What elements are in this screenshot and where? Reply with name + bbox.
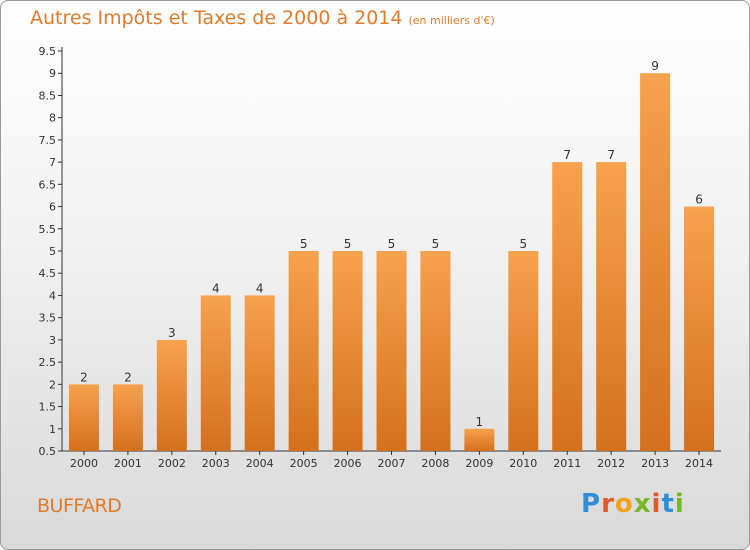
bar-2002	[156, 339, 187, 451]
y-tick-label: 8.5	[39, 89, 57, 102]
bar-2005	[288, 251, 319, 451]
bar-2007	[376, 251, 407, 451]
data-label-2009: 1	[476, 415, 484, 429]
bar-2000	[68, 384, 99, 451]
data-label-2010: 5	[519, 237, 527, 251]
x-tick-label: 2006	[334, 457, 362, 470]
bar-2009	[464, 428, 495, 451]
data-label-2013: 9	[651, 59, 659, 73]
bar-2004	[244, 295, 275, 451]
y-tick-label: 8	[49, 112, 56, 125]
bar-2013	[640, 73, 671, 451]
proxiti-logo: Proxiti	[581, 489, 685, 519]
y-tick-label: 7	[49, 156, 56, 169]
x-tick-label: 2009	[465, 457, 493, 470]
x-tick-label: 2010	[509, 457, 537, 470]
data-label-2011: 7	[563, 148, 571, 162]
bar-2001	[112, 384, 143, 451]
place-name: BUFFARD	[37, 495, 122, 517]
y-tick-label: 6.5	[39, 178, 57, 191]
y-tick-label: 5	[49, 245, 56, 258]
data-label-2003: 4	[212, 281, 220, 295]
data-label-2005: 5	[300, 237, 308, 251]
y-tick-label: 2.5	[39, 356, 57, 369]
x-tick-label: 2004	[246, 457, 274, 470]
x-tick-label: 2002	[158, 457, 186, 470]
y-tick-label: 4	[49, 289, 56, 302]
bar-2011	[552, 162, 583, 451]
bar-2006	[332, 251, 363, 451]
y-tick-label: 1	[49, 423, 56, 436]
y-tick-label: 2	[49, 378, 56, 391]
chart-title: Autres Impôts et Taxes de 2000 à 2014 (en…	[30, 7, 495, 29]
bar-2003	[200, 295, 231, 451]
x-tick-label: 2013	[641, 457, 669, 470]
x-tick-label: 2003	[202, 457, 230, 470]
x-tick-label: 2008	[421, 457, 449, 470]
chart-unit: (en milliers d'€)	[408, 14, 495, 27]
data-label-2012: 7	[607, 148, 615, 162]
x-tick-label: 2011	[553, 457, 581, 470]
chart-title-text: Autres Impôts et Taxes de 2000 à 2014	[30, 7, 403, 29]
y-tick-label: 5.5	[39, 223, 57, 236]
data-label-2001: 2	[124, 370, 132, 384]
bar-2008	[420, 251, 451, 451]
y-tick-label: 1.5	[39, 401, 57, 414]
data-label-2007: 5	[388, 237, 396, 251]
y-tick-label: 3	[49, 334, 56, 347]
y-tick-label: 0.5	[39, 445, 57, 458]
data-label-2006: 5	[344, 237, 352, 251]
y-tick-label: 9	[49, 67, 56, 80]
data-label-2008: 5	[432, 237, 440, 251]
x-tick-label: 2012	[597, 457, 625, 470]
y-tick-label: 6	[49, 201, 56, 214]
data-label-2014: 6	[695, 193, 703, 207]
bar-2010	[508, 251, 539, 451]
data-label-2002: 3	[168, 326, 176, 340]
bars	[68, 73, 715, 451]
x-tick-label: 2007	[378, 457, 406, 470]
y-tick-label: 7.5	[39, 134, 57, 147]
data-label-2000: 2	[80, 370, 88, 384]
x-tick-label: 2000	[70, 457, 98, 470]
y-tick-label: 4.5	[39, 267, 57, 280]
bar-2014	[684, 206, 715, 451]
y-tick-label: 3.5	[39, 312, 57, 325]
data-label-2004: 4	[256, 281, 264, 295]
x-tick-label: 2014	[685, 457, 713, 470]
bar-2012	[596, 162, 627, 451]
x-tick-label: 2005	[290, 457, 318, 470]
y-tick-label: 9.5	[39, 45, 57, 58]
data-labels: 2 2 3 4 4 5 5 5 5 1 5 7 7 9 6	[80, 59, 703, 429]
x-tick-label: 2001	[114, 457, 142, 470]
